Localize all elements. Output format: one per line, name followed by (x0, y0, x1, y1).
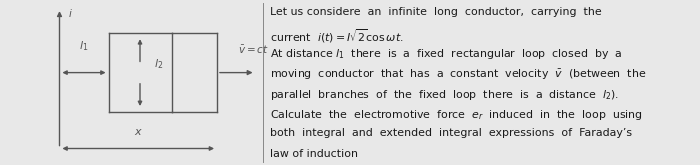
Text: At distance $l_1$  there  is  a  fixed  rectangular  loop  closed  by  a: At distance $l_1$ there is a fixed recta… (270, 47, 622, 61)
Text: $l_1$: $l_1$ (79, 39, 89, 53)
Text: moving  conductor  that  has  a  constant  velocity  $\bar{v}$  (between  the: moving conductor that has a constant vel… (270, 67, 646, 82)
Text: $\bar{v} = ct$: $\bar{v} = ct$ (238, 44, 269, 56)
Text: Let us considere  an  infinite  long  conductor,  carrying  the: Let us considere an infinite long conduc… (270, 7, 601, 17)
Text: Calculate  the  electromotive  force  $e_r$  induced  in  the  loop  using: Calculate the electromotive force $e_r$ … (270, 108, 643, 122)
Text: current  $i(t) = I\sqrt{2}\cos\omega t$.: current $i(t) = I\sqrt{2}\cos\omega t$. (270, 27, 403, 45)
Text: $x$: $x$ (134, 127, 143, 137)
Text: $l_2$: $l_2$ (154, 57, 163, 71)
Text: parallel  branches  of  the  fixed  loop  there  is  a  distance  $l_2$).: parallel branches of the fixed loop ther… (270, 88, 619, 102)
Text: both  integral  and  extended  integral  expressions  of  Faraday’s: both integral and extended integral expr… (270, 128, 631, 138)
Text: law of induction: law of induction (270, 149, 358, 159)
Text: $i$: $i$ (68, 7, 73, 19)
